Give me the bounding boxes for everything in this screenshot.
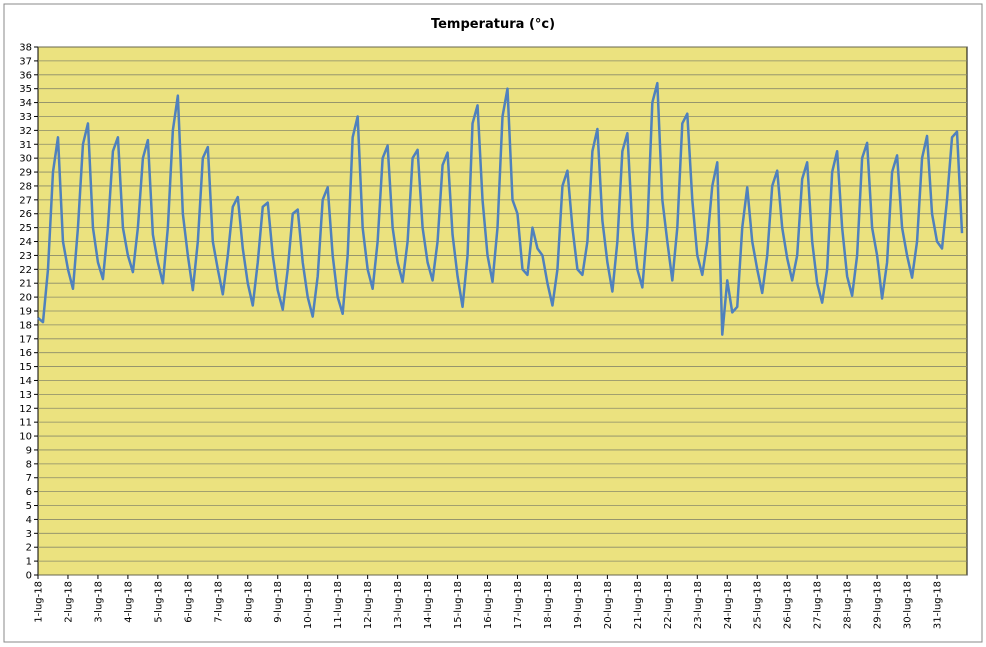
y-tick-label: 36: [19, 70, 32, 81]
y-tick-label: 14: [19, 376, 32, 387]
y-tick-label: 34: [19, 98, 32, 109]
x-tick-label: 3-lug-18: [93, 581, 104, 623]
y-tick-label: 24: [19, 237, 32, 248]
x-tick-label: 4-lug-18: [123, 581, 134, 623]
y-tick-label: 9: [26, 445, 32, 456]
y-tick-label: 27: [19, 195, 32, 206]
temperature-line: [37, 81, 964, 336]
x-tick-label: 21-lug-18: [633, 581, 644, 629]
x-tick-label: 15-lug-18: [453, 581, 464, 629]
y-tick-label: 8: [26, 459, 32, 470]
x-tick-label: 26-lug-18: [783, 581, 794, 629]
x-tick-label: 31-lug-18: [933, 581, 944, 629]
y-tick-label: 21: [19, 279, 32, 290]
y-tick-label: 3: [26, 529, 32, 540]
y-tick-label: 1: [26, 557, 32, 568]
y-tick-label: 32: [19, 126, 32, 137]
y-tick-label: 7: [26, 473, 32, 484]
y-tick-label: 19: [19, 307, 32, 318]
x-tick-label: 28-lug-18: [843, 581, 854, 629]
x-tick-label: 12-lug-18: [363, 581, 374, 629]
x-tick-label: 1-lug-18: [34, 581, 45, 623]
y-tick-label: 30: [19, 154, 32, 165]
x-tick-label: 24-lug-18: [723, 581, 734, 629]
y-tick-label: 15: [19, 362, 32, 373]
x-tick-label: 23-lug-18: [693, 581, 704, 629]
y-tick-label: 0: [26, 571, 32, 582]
y-tick-label: 38: [19, 43, 32, 54]
y-tick-label: 31: [19, 140, 32, 151]
x-tick-label: 5-lug-18: [153, 581, 164, 623]
x-tick-label: 16-lug-18: [483, 581, 494, 629]
y-tick-label: 25: [19, 223, 32, 234]
x-tick-label: 18-lug-18: [543, 581, 554, 629]
chart-title: Temperatura (°c): [431, 17, 555, 32]
y-tick-label: 23: [19, 251, 32, 262]
y-tick-label: 16: [19, 348, 32, 359]
x-tick-label: 10-lug-18: [303, 581, 314, 629]
y-tick-label: 5: [26, 501, 32, 512]
x-tick-label: 2-lug-18: [63, 581, 74, 623]
x-tick-label: 14-lug-18: [423, 581, 434, 629]
x-tick-label: 11-lug-18: [333, 581, 344, 629]
x-tick-label: 17-lug-18: [513, 581, 524, 629]
y-tick-label: 18: [19, 320, 32, 331]
y-tick-label: 35: [19, 84, 32, 95]
y-tick-label: 10: [19, 432, 32, 443]
y-tick-label: 12: [19, 404, 32, 415]
y-tick-label: 2: [26, 543, 32, 554]
y-tick-label: 13: [19, 390, 32, 401]
x-tick-label: 22-lug-18: [663, 581, 674, 629]
x-tick-label: 9-lug-18: [273, 581, 284, 623]
y-tick-label: 17: [19, 334, 32, 345]
x-tick-label: 7-lug-18: [213, 581, 224, 623]
y-tick-label: 28: [19, 181, 32, 192]
y-tick-label: 6: [26, 487, 32, 498]
x-tick-label: 19-lug-18: [573, 581, 584, 629]
x-tick-label: 29-lug-18: [873, 581, 884, 629]
y-tick-label: 29: [19, 168, 32, 179]
x-tick-label: 25-lug-18: [753, 581, 764, 629]
y-tick-label: 20: [19, 293, 32, 304]
y-tick-label: 37: [19, 56, 32, 67]
x-tick-label: 27-lug-18: [813, 581, 824, 629]
x-tick-label: 30-lug-18: [903, 581, 914, 629]
y-tick-label: 4: [26, 515, 32, 526]
x-tick-label: 20-lug-18: [603, 581, 614, 629]
y-tick-label: 11: [19, 418, 32, 429]
x-tick-label: 13-lug-18: [393, 581, 404, 629]
x-tick-label: 6-lug-18: [183, 581, 194, 623]
y-tick-label: 22: [19, 265, 32, 276]
x-tick-label: 8-lug-18: [243, 581, 254, 623]
y-tick-label: 26: [19, 209, 32, 220]
y-tick-label: 33: [19, 112, 32, 123]
